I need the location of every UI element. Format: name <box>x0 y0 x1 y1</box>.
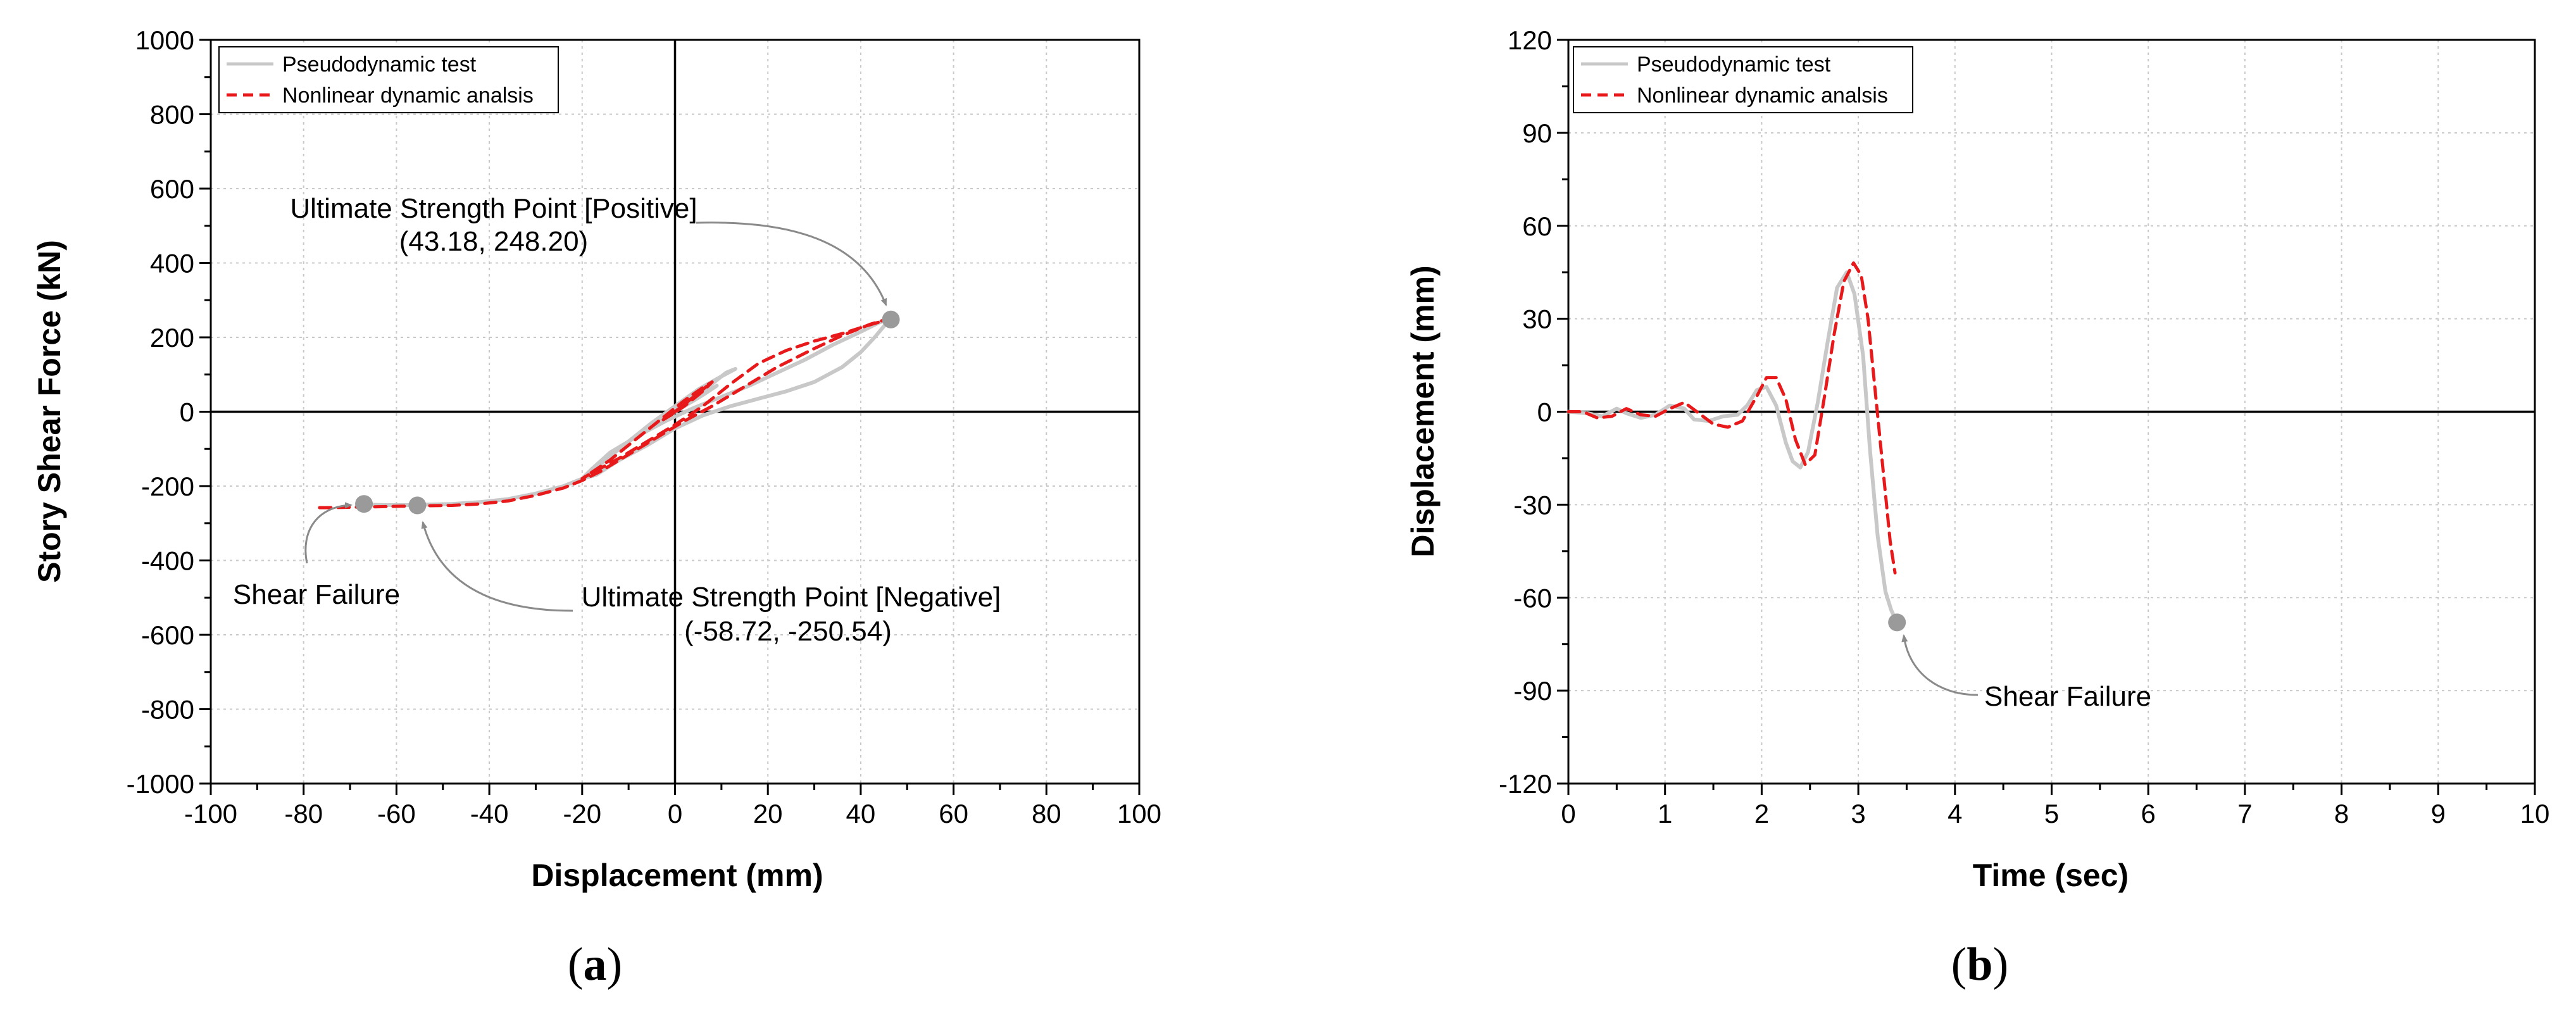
chart-a-annotations: Ultimate Strength Point [Positive] (43.1… <box>233 193 1001 647</box>
legend-label-test: Pseudodynamic test <box>282 53 477 77</box>
legend-label-analysis: Nonlinear dynamic analsis <box>282 84 534 108</box>
annotation-positive-coords: (43.18, 248.20) <box>399 226 588 257</box>
chart-a: -100 -80 -60 -40 -20 0 20 40 60 80 100-1000-800-60… <box>32 25 1161 991</box>
x-tick-label: 4 <box>1948 799 1962 828</box>
x-tick-label: 8 <box>2334 799 2349 828</box>
chart-a-markers <box>355 310 900 515</box>
chart-a-ticks: -100 -80 -60 -40 -20 0 20 40 60 80 100-1000-800-60… <box>127 25 1161 828</box>
x-tick-label: -100 <box>184 799 237 828</box>
x-tick-label: 2 <box>1754 799 1769 828</box>
y-tick-label: 0 <box>180 397 194 427</box>
y-tick-label: -800 <box>141 695 194 725</box>
legend-label-test-b: Pseudodynamic test <box>1637 53 1831 77</box>
legend-label-analysis-b: Nonlinear dynamic analsis <box>1637 84 1888 108</box>
chart-b-annotations: Shear Failure <box>1901 634 2151 712</box>
x-tick-label: 9 <box>2431 799 2446 828</box>
y-tick-label: -600 <box>141 620 194 650</box>
y-tick-label: -60 <box>1513 583 1552 613</box>
legend-box <box>218 46 559 113</box>
annotation-arrow-positive <box>696 222 887 306</box>
y-tick-label: -400 <box>141 546 194 576</box>
chart-b-ylabel: Displacement (mm) <box>1405 265 1441 557</box>
y-tick-label: 90 <box>1522 118 1552 148</box>
chart-a-xlabel: Displacement (mm) <box>531 858 823 893</box>
y-tick-label: 1000 <box>135 25 194 55</box>
data-point-marker <box>355 495 373 513</box>
x-tick-label: 0 <box>668 799 682 828</box>
legend-box-b <box>1573 46 1913 113</box>
x-tick-label: -80 <box>284 799 323 828</box>
y-tick-label: -120 <box>1499 769 1552 799</box>
chart-a-series <box>316 317 891 509</box>
y-tick-label: 60 <box>1522 211 1552 241</box>
x-tick-label: 5 <box>2044 799 2059 828</box>
chart-b-axes <box>1567 39 2536 785</box>
chart-a-legend: Pseudodynamic test Nonlinear dynamic ana… <box>218 46 559 113</box>
annotation-arrow-negative <box>421 521 573 612</box>
chart-b-markers <box>1888 613 1906 632</box>
y-tick-label: -30 <box>1513 490 1552 520</box>
x-tick-label: 10 <box>2520 799 2550 828</box>
annotation-arrow-shear-failure-b <box>1901 634 1979 696</box>
series-line-pseudodynamic-test <box>1566 270 1899 625</box>
x-tick-label: 6 <box>2141 799 2156 828</box>
annotation-positive-title: Ultimate Strength Point [Positive] <box>290 193 697 224</box>
chart-a-ylabel: Story Shear Force (kN) <box>32 240 67 583</box>
y-tick-label: -200 <box>141 472 194 501</box>
annotation-shear-failure-a: Shear Failure <box>233 579 400 610</box>
series-line-nonlinear-analysis <box>1566 261 1897 575</box>
y-tick-label: 0 <box>1537 397 1552 427</box>
annotation-negative-coords: (-58.72, -250.54) <box>684 616 892 647</box>
x-tick-label: 20 <box>753 799 783 828</box>
x-tick-label: -60 <box>377 799 416 828</box>
data-point-marker <box>1888 613 1906 632</box>
y-tick-label: -90 <box>1513 676 1552 706</box>
chart-b-xlabel: Time (sec) <box>1973 858 2129 893</box>
x-tick-label: 3 <box>1851 799 1865 828</box>
x-tick-label: 60 <box>939 799 968 828</box>
chart-b-panel-label: (b) <box>1951 939 2008 991</box>
chart-b: 0 1 2 3 4 5 6 7 8 9 10 -120 -90 -60 -30 0 30 60 90 120 Shea… <box>1405 25 2549 991</box>
x-tick-label: 100 <box>1117 799 1161 828</box>
data-point-marker <box>408 496 427 515</box>
x-tick-label: 40 <box>846 799 876 828</box>
x-tick-label: 1 <box>1658 799 1672 828</box>
x-tick-label: 7 <box>2237 799 2252 828</box>
chart-b-legend: Pseudodynamic test Nonlinear dynamic ana… <box>1573 46 1913 113</box>
annotation-shear-failure-b: Shear Failure <box>1984 681 2151 712</box>
x-tick-label: 0 <box>1561 799 1575 828</box>
y-tick-label: 120 <box>1508 25 1552 55</box>
x-tick-label: 80 <box>1032 799 1061 828</box>
x-tick-label: -20 <box>563 799 601 828</box>
y-tick-label: 600 <box>150 174 194 204</box>
series-line-pseudodynamic-test <box>362 317 891 507</box>
chart-b-ticks: 0 1 2 3 4 5 6 7 8 9 10 -120 -90 -60 -30 0 30 60 90 120 <box>1499 25 2549 828</box>
series-line-nonlinear-analysis <box>316 317 891 509</box>
y-tick-label: 800 <box>150 100 194 130</box>
chart-b-series <box>1566 261 1899 625</box>
data-point-marker <box>882 310 900 328</box>
y-tick-label: 400 <box>150 249 194 278</box>
x-tick-label: -40 <box>470 799 509 828</box>
annotation-negative-title: Ultimate Strength Point [Negative] <box>582 582 1001 613</box>
y-tick-label: 30 <box>1522 304 1552 334</box>
y-tick-label: 200 <box>150 323 194 353</box>
chart-a-panel-label: (a) <box>568 939 622 991</box>
annotation-arrow-shear-failure-a <box>304 502 353 564</box>
y-tick-label: -1000 <box>127 769 194 799</box>
